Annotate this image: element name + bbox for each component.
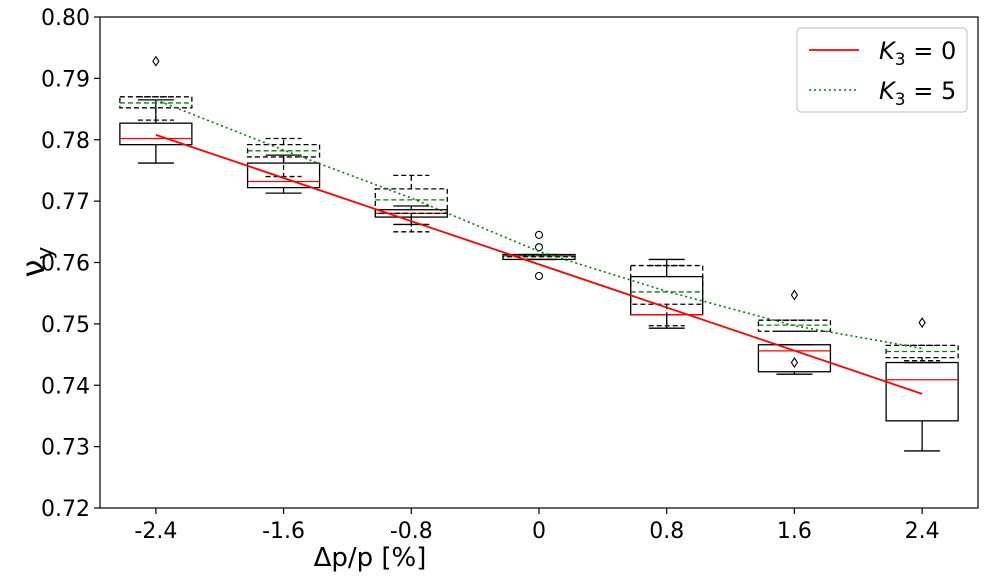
series-line-1 — [155, 99, 923, 350]
y-axis-title-subscript: y — [33, 247, 58, 260]
y-tick-label: 0.77 — [41, 190, 90, 215]
box-flier-point — [534, 243, 544, 252]
y-tick-label: 0.76 — [41, 252, 90, 277]
y-tick-label: 0.72 — [41, 497, 90, 522]
x-tick-label: 2.4 — [905, 519, 940, 544]
legend-label-subscript: 3 — [895, 90, 906, 110]
legend-label-subscript: 3 — [895, 50, 906, 70]
x-tick-label: 1.6 — [777, 519, 812, 544]
box-flier-point — [152, 55, 160, 67]
y-tick-label: 0.75 — [41, 313, 90, 338]
box-rect — [374, 188, 448, 215]
series-line-0 — [155, 133, 923, 395]
legend-label-symbol: K — [879, 37, 897, 65]
box-rect — [757, 344, 832, 373]
x-tick-label: 0.8 — [649, 519, 684, 544]
box-flier-point — [790, 357, 799, 369]
box-rect — [885, 361, 959, 422]
legend-label-1: K3 = 5 — [879, 77, 956, 110]
box-flier-point — [918, 317, 926, 329]
box-group-1 — [119, 55, 959, 369]
y-tick-label: 0.79 — [41, 67, 90, 92]
legend-label-value: = 5 — [906, 77, 957, 105]
box-flier-point — [534, 230, 544, 239]
box-flier-point — [790, 289, 799, 301]
x-axis-title: Δp/p [%] — [314, 543, 427, 573]
legend-label-0: K3 = 0 — [879, 37, 956, 70]
x-tick-label: -0.8 — [390, 519, 433, 544]
box-rect — [119, 122, 193, 146]
legend: K3 = 0K3 = 5 — [796, 27, 968, 113]
box-group-0 — [119, 99, 959, 452]
y-tick-label: 0.73 — [41, 436, 90, 461]
y-axis-title-main: ν — [14, 260, 52, 278]
box-flier-point — [534, 271, 544, 281]
y-tick-label: 0.80 — [41, 6, 90, 31]
box-rect — [630, 264, 704, 305]
axes: 0.720.730.740.750.760.770.780.790.80-2.4… — [41, 6, 979, 544]
y-tick-label: 0.78 — [41, 129, 90, 154]
legend-box — [796, 27, 968, 113]
x-tick-label: -2.4 — [134, 519, 177, 544]
legend-label-symbol: K — [879, 77, 897, 105]
x-tick-label: -1.6 — [262, 519, 305, 544]
plot-area — [119, 55, 959, 452]
y-tick-label: 0.74 — [41, 374, 90, 399]
legend-label-value: = 0 — [906, 37, 957, 65]
box-rect — [246, 162, 321, 189]
x-tick-label: 0 — [532, 519, 546, 544]
y-axis-title: νy — [14, 247, 58, 278]
